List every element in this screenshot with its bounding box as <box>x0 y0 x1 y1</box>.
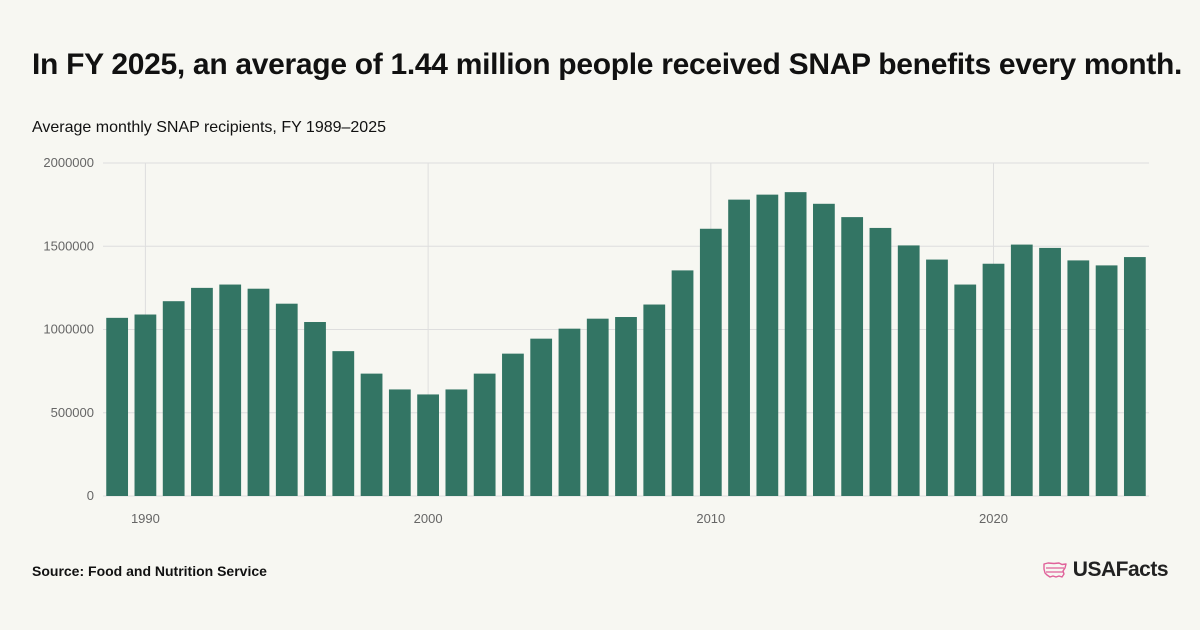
y-tick-label: 1000000 <box>43 322 94 337</box>
chart-bars <box>106 192 1146 497</box>
bar-1997[interactable] <box>332 351 355 496</box>
chart-subtitle: Average monthly SNAP recipients, FY 1989… <box>32 119 386 136</box>
bar-1989[interactable] <box>106 317 129 496</box>
y-axis-ticks: 0 500000 1000000 1500000 2000000 <box>43 155 94 503</box>
bar-1990[interactable] <box>134 314 157 496</box>
x-tick-label: 1990 <box>131 511 160 526</box>
bar-1999[interactable] <box>388 389 411 496</box>
y-tick-label: 500000 <box>51 405 94 420</box>
bar-2012[interactable] <box>756 194 779 496</box>
bar-2018[interactable] <box>926 259 948 496</box>
bar-1993[interactable] <box>219 284 242 496</box>
bar-1991[interactable] <box>162 301 185 496</box>
bar-1995[interactable] <box>275 303 298 496</box>
bar-1998[interactable] <box>360 373 383 496</box>
bar-2001[interactable] <box>445 389 468 496</box>
bar-2005[interactable] <box>558 328 581 496</box>
bar-2024[interactable] <box>1095 265 1118 496</box>
x-tick-label: 2010 <box>696 511 725 526</box>
brand-name: USAFacts <box>1072 558 1169 581</box>
usa-map-icon <box>1043 562 1067 578</box>
y-tick-label: 1500000 <box>43 238 94 253</box>
x-tick-label: 2000 <box>414 511 443 526</box>
bar-1992[interactable] <box>191 287 213 496</box>
bar-2009[interactable] <box>671 270 694 496</box>
bar-2000[interactable] <box>417 394 439 496</box>
bar-2003[interactable] <box>502 353 524 496</box>
bar-1996[interactable] <box>304 322 326 496</box>
bar-2004[interactable] <box>530 338 553 496</box>
x-tick-label: 2020 <box>979 511 1008 526</box>
chart-title: In FY 2025, an average of 1.44 million p… <box>32 48 1183 81</box>
bar-2013[interactable] <box>784 192 807 496</box>
source-note: Source: Food and Nutrition Service <box>32 563 267 579</box>
bar-2020[interactable] <box>982 263 1005 496</box>
bar-2002[interactable] <box>473 373 496 496</box>
y-tick-label: 0 <box>87 488 94 503</box>
bar-2017[interactable] <box>897 245 920 496</box>
x-axis-ticks: 1990 2000 2010 2020 <box>131 511 1008 526</box>
y-tick-label: 2000000 <box>43 155 94 170</box>
bar-chart: 0 500000 1000000 1500000 2000000 1990 2000 201… <box>43 155 1149 526</box>
bar-2008[interactable] <box>643 304 666 496</box>
bar-2011[interactable] <box>728 199 750 496</box>
bar-2010[interactable] <box>699 228 722 496</box>
bar-2007[interactable] <box>615 317 637 496</box>
bar-2019[interactable] <box>954 284 977 496</box>
bar-2023[interactable] <box>1067 260 1090 496</box>
bar-2014[interactable] <box>813 203 835 497</box>
bar-2016[interactable] <box>869 227 892 496</box>
bar-2021[interactable] <box>1010 244 1033 496</box>
bar-2015[interactable] <box>841 217 864 497</box>
brand-logo[interactable]: USAFacts <box>1043 558 1169 582</box>
bar-1994[interactable] <box>247 288 270 496</box>
bar-2006[interactable] <box>586 318 609 496</box>
bar-2025[interactable] <box>1123 257 1146 496</box>
bar-2022[interactable] <box>1039 247 1061 496</box>
